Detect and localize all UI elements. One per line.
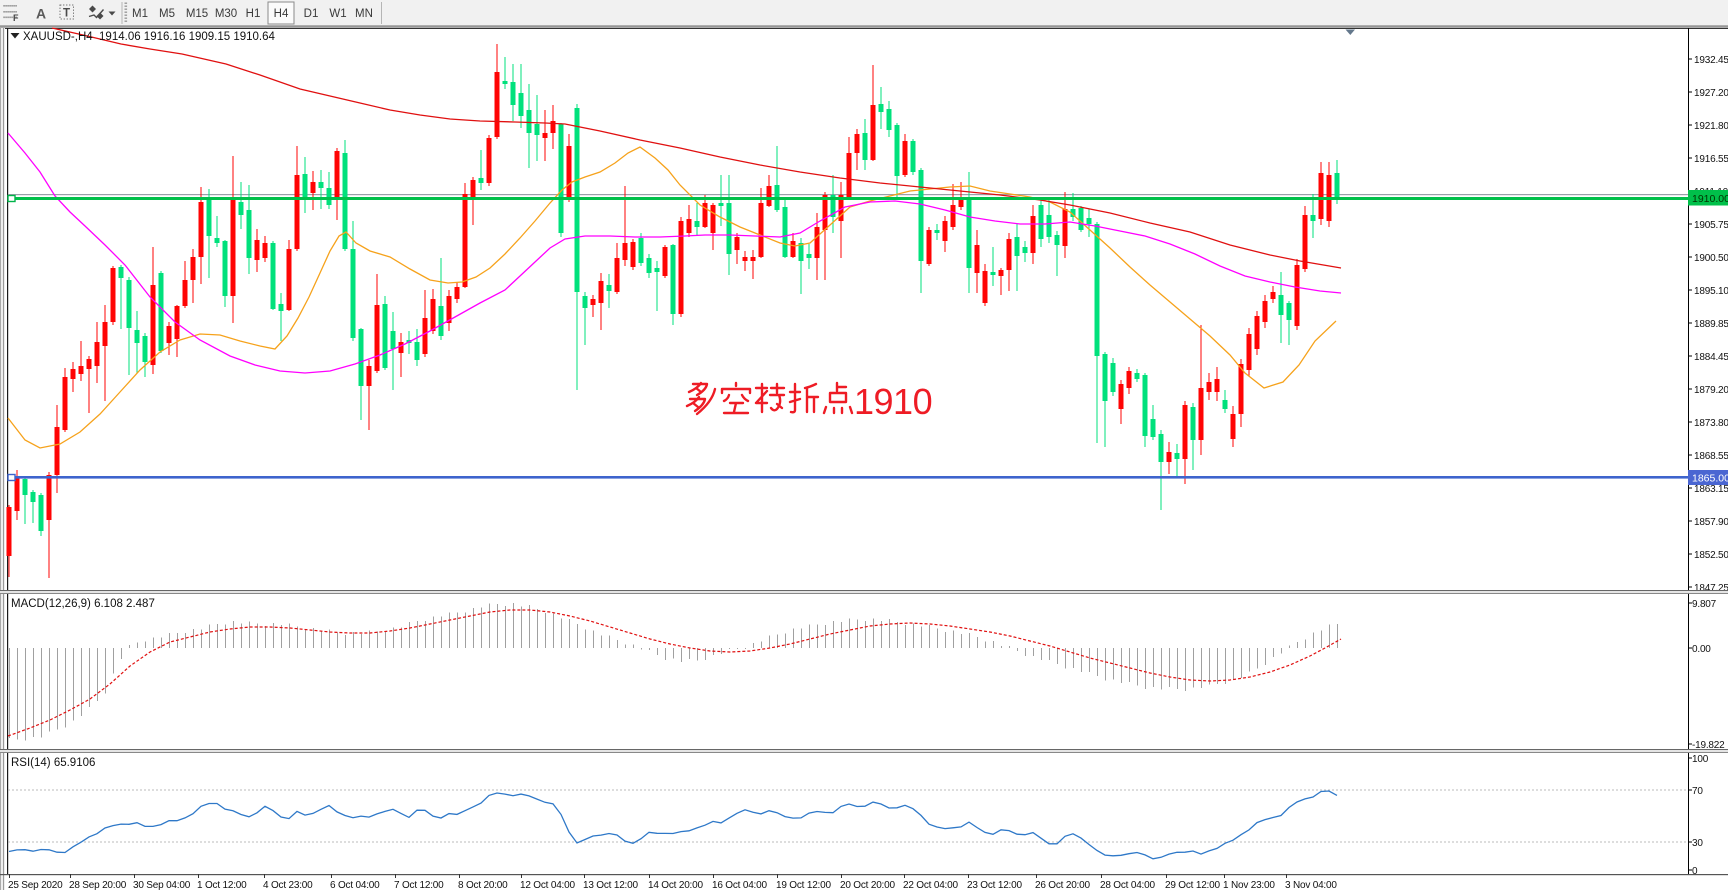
svg-text:100: 100: [1692, 754, 1709, 765]
svg-text:26 Oct 20:00: 26 Oct 20:00: [1035, 880, 1090, 890]
svg-text:M30: M30: [215, 8, 237, 20]
svg-text:H1: H1: [246, 8, 261, 20]
svg-text:0.00: 0.00: [1692, 644, 1711, 655]
svg-text:T: T: [63, 8, 70, 20]
svg-text:1852.50: 1852.50: [1694, 550, 1728, 561]
svg-text:W1: W1: [329, 8, 346, 20]
svg-text:70: 70: [1692, 786, 1703, 797]
svg-text:7 Oct 12:00: 7 Oct 12:00: [394, 880, 444, 890]
svg-text:H4: H4: [274, 8, 289, 20]
svg-text:9.807: 9.807: [1692, 599, 1717, 610]
svg-text:1895.10: 1895.10: [1694, 286, 1728, 297]
svg-text:MN: MN: [355, 8, 373, 20]
svg-text:1932.45: 1932.45: [1694, 55, 1728, 66]
svg-text:13 Oct 12:00: 13 Oct 12:00: [583, 880, 638, 890]
svg-text:20 Oct 20:00: 20 Oct 20:00: [840, 880, 895, 890]
svg-text:M5: M5: [159, 8, 175, 20]
svg-text:M15: M15: [186, 8, 208, 20]
svg-text:XAUUSD-,H4 1914.06 1916.16 19: XAUUSD-,H4 1914.06 1916.16 1909.15 1910.…: [23, 31, 276, 43]
svg-text:3 Nov 04:00: 3 Nov 04:00: [1285, 880, 1337, 890]
svg-text:1863.15: 1863.15: [1694, 484, 1728, 495]
svg-text:1873.80: 1873.80: [1694, 418, 1728, 429]
svg-text:1910: 1910: [854, 381, 932, 422]
svg-text:RSI(14) 65.9106: RSI(14) 65.9106: [11, 757, 95, 769]
svg-text:-19.822: -19.822: [1692, 740, 1725, 751]
svg-text:1927.20: 1927.20: [1694, 88, 1728, 99]
svg-text:29 Oct 12:00: 29 Oct 12:00: [1165, 880, 1220, 890]
svg-text:22 Oct 04:00: 22 Oct 04:00: [903, 880, 958, 890]
svg-text:0: 0: [1692, 866, 1698, 877]
svg-text:1921.80: 1921.80: [1694, 121, 1728, 132]
svg-text:1905.75: 1905.75: [1694, 220, 1728, 231]
svg-text:1 Oct 12:00: 1 Oct 12:00: [197, 880, 247, 890]
svg-text:F: F: [13, 13, 19, 23]
svg-text:16 Oct 04:00: 16 Oct 04:00: [712, 880, 767, 890]
svg-text:1879.20: 1879.20: [1694, 385, 1728, 396]
svg-text:1868.55: 1868.55: [1694, 451, 1728, 462]
svg-text:1889.85: 1889.85: [1694, 319, 1728, 330]
svg-text:1 Nov 23:00: 1 Nov 23:00: [1223, 880, 1275, 890]
svg-text:6 Oct 04:00: 6 Oct 04:00: [330, 880, 380, 890]
svg-text:MACD(12,26,9) 6.108 2.487: MACD(12,26,9) 6.108 2.487: [11, 598, 155, 610]
svg-text:12 Oct 04:00: 12 Oct 04:00: [520, 880, 575, 890]
svg-text:30 Sep 04:00: 30 Sep 04:00: [133, 880, 191, 890]
svg-text:19 Oct 12:00: 19 Oct 12:00: [776, 880, 831, 890]
svg-text:1865.00: 1865.00: [1692, 473, 1728, 485]
svg-text:1884.45: 1884.45: [1694, 352, 1728, 363]
svg-text:28 Oct 04:00: 28 Oct 04:00: [1100, 880, 1155, 890]
svg-text:1857.90: 1857.90: [1694, 517, 1728, 528]
svg-text:1900.50: 1900.50: [1694, 253, 1728, 264]
svg-text:28 Sep 20:00: 28 Sep 20:00: [69, 880, 127, 890]
svg-text:1916.55: 1916.55: [1694, 154, 1728, 165]
svg-text:4 Oct 23:00: 4 Oct 23:00: [263, 880, 313, 890]
svg-text:8 Oct 20:00: 8 Oct 20:00: [458, 880, 508, 890]
svg-text:1910.00: 1910.00: [1692, 193, 1728, 205]
svg-text:D1: D1: [304, 8, 319, 20]
svg-text:25 Sep 2020: 25 Sep 2020: [8, 880, 63, 890]
svg-text:23 Oct 12:00: 23 Oct 12:00: [967, 880, 1022, 890]
svg-text:30: 30: [1692, 838, 1703, 849]
svg-text:1847.25: 1847.25: [1694, 583, 1728, 594]
svg-text:14 Oct 20:00: 14 Oct 20:00: [648, 880, 703, 890]
svg-text:A: A: [36, 6, 46, 22]
svg-text:M1: M1: [132, 8, 148, 20]
